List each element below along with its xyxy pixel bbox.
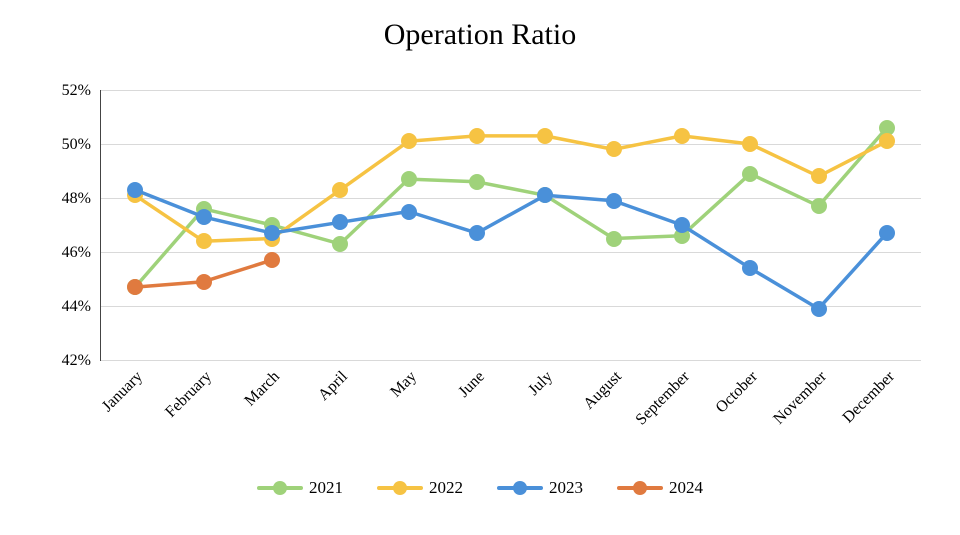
- y-tick-label: 48%: [62, 190, 101, 208]
- marker: [879, 133, 895, 149]
- marker: [401, 204, 417, 220]
- marker: [674, 217, 690, 233]
- marker: [196, 274, 212, 290]
- legend-swatch: [497, 481, 543, 495]
- marker: [674, 128, 690, 144]
- plot-area: 42% 44% 46% 48% 50% 52%: [100, 90, 921, 361]
- legend-label: 2022: [429, 478, 463, 498]
- marker: [879, 120, 895, 136]
- marker: [264, 217, 280, 233]
- marker: [469, 174, 485, 190]
- legend-item-2024: 2024: [617, 478, 703, 498]
- series-2022: [101, 90, 921, 360]
- series-2023: [101, 90, 921, 360]
- marker: [469, 225, 485, 241]
- marker: [879, 225, 895, 241]
- marker: [606, 193, 622, 209]
- y-tick-label: 50%: [62, 136, 101, 154]
- marker: [674, 228, 690, 244]
- x-axis-labels: JanuaryFebruaryMarchAprilMayJuneJulyAugu…: [100, 368, 920, 488]
- marker: [264, 231, 280, 247]
- marker: [332, 182, 348, 198]
- marker: [127, 279, 143, 295]
- legend-item-2022: 2022: [377, 478, 463, 498]
- marker: [264, 252, 280, 268]
- series-2021: [101, 90, 921, 360]
- marker: [196, 209, 212, 225]
- gridline: 44%: [101, 306, 921, 307]
- y-tick-label: 46%: [62, 244, 101, 262]
- chart-title: Operation Ratio: [0, 18, 960, 52]
- legend: 2021 2022 2023 2024: [0, 478, 960, 498]
- marker: [401, 133, 417, 149]
- marker: [196, 233, 212, 249]
- gridline: 50%: [101, 144, 921, 145]
- gridline: 52%: [101, 90, 921, 91]
- gridline: 46%: [101, 252, 921, 253]
- series-2024: [101, 90, 921, 360]
- gridline: 42%: [101, 360, 921, 361]
- marker: [401, 171, 417, 187]
- marker: [127, 187, 143, 203]
- marker: [537, 187, 553, 203]
- legend-swatch: [617, 481, 663, 495]
- marker: [332, 214, 348, 230]
- marker: [811, 301, 827, 317]
- chart-container: Operation Ratio 42% 44% 46% 48% 50% 52% Janua…: [0, 0, 960, 535]
- legend-item-2021: 2021: [257, 478, 343, 498]
- marker: [537, 128, 553, 144]
- marker: [742, 260, 758, 276]
- y-tick-label: 52%: [62, 82, 101, 100]
- marker: [742, 166, 758, 182]
- marker: [264, 225, 280, 241]
- legend-label: 2023: [549, 478, 583, 498]
- y-tick-label: 44%: [62, 298, 101, 316]
- marker: [537, 187, 553, 203]
- marker: [196, 201, 212, 217]
- legend-swatch: [377, 481, 423, 495]
- marker: [606, 231, 622, 247]
- legend-label: 2021: [309, 478, 343, 498]
- legend-item-2023: 2023: [497, 478, 583, 498]
- marker: [332, 236, 348, 252]
- marker: [469, 128, 485, 144]
- gridline: 48%: [101, 198, 921, 199]
- legend-swatch: [257, 481, 303, 495]
- y-tick-label: 42%: [62, 352, 101, 370]
- legend-label: 2024: [669, 478, 703, 498]
- marker: [127, 279, 143, 295]
- marker: [127, 182, 143, 198]
- marker: [811, 198, 827, 214]
- marker: [811, 168, 827, 184]
